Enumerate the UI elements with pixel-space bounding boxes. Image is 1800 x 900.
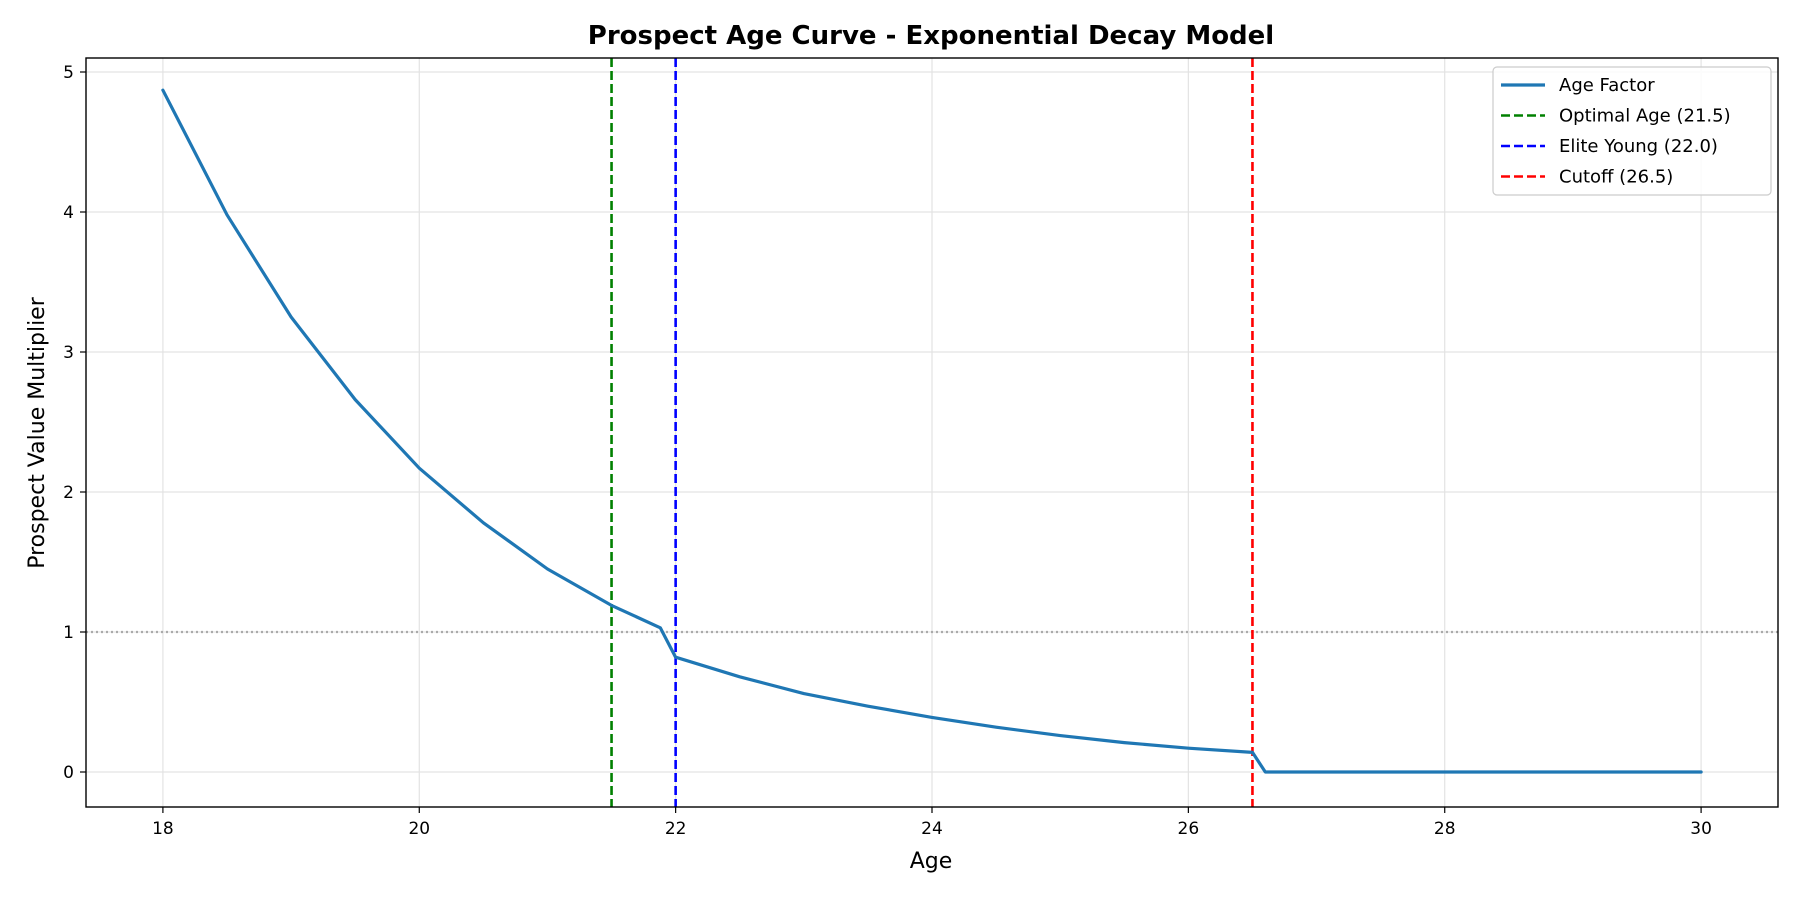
x-tick-label: 26 [1178,819,1200,839]
y-tick-label: 1 [63,623,74,643]
y-tick-label: 4 [63,203,74,223]
chart-title: Prospect Age Curve - Exponential Decay M… [588,21,1274,51]
x-tick-label: 18 [152,819,174,839]
legend-label: Age Factor [1559,75,1655,96]
legend: Age Factor Optimal Age (21.5) Elite Young … [1492,66,1772,196]
series-lines [161,88,1703,774]
y-tick-label: 2 [63,483,74,503]
legend-box [1492,66,1772,196]
y-tick-label: 0 [63,763,74,783]
axes: 18 20 22 24 26 28 30 0 1 2 3 4 5 [63,57,1779,839]
x-axis-label: Age [910,849,953,874]
y-axis-label: Prospect Value Multiplier [25,296,50,568]
x-tick-label: 24 [921,819,943,839]
y-tick-label: 5 [63,63,74,83]
legend-label: Optimal Age (21.5) [1559,106,1731,127]
x-tick-label: 28 [1434,819,1456,839]
legend-label: Cutoff (26.5) [1559,167,1673,188]
x-tick-label: 20 [408,819,430,839]
x-tick-label: 22 [665,819,687,839]
reference-lines [86,58,1778,807]
y-tick-label: 3 [63,343,74,363]
age-factor-line [161,88,1703,774]
x-tick-label: 30 [1690,819,1712,839]
legend-label: Elite Young (22.0) [1559,136,1718,157]
